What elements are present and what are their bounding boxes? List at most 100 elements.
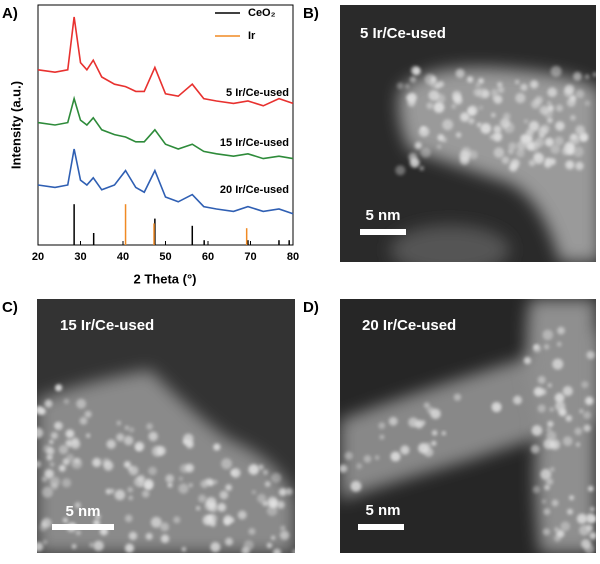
atom-spot: [49, 476, 60, 487]
x-tick-label: 40: [117, 251, 129, 263]
atom-spot: [182, 439, 189, 445]
atom-spot: [575, 442, 581, 447]
atom-spot: [65, 439, 73, 448]
atom-spot: [549, 467, 555, 472]
xrd-curve: [37, 148, 294, 215]
atom-spot: [418, 442, 429, 454]
atom-spot: [58, 464, 66, 472]
atom-spot: [89, 542, 94, 548]
atom-spot: [276, 500, 285, 509]
atom-spot: [555, 121, 565, 131]
image-title: 20 Ir/Ce-used: [362, 317, 456, 334]
atom-spot: [141, 490, 150, 498]
atom-spot: [404, 84, 410, 89]
atom-spot: [509, 163, 518, 172]
atom-spot: [213, 443, 221, 451]
atom-spot: [208, 516, 213, 521]
atom-spot: [508, 142, 517, 151]
atom-spot: [219, 490, 229, 500]
atom-spot: [537, 404, 546, 413]
atom-spot: [587, 485, 594, 492]
atom-spot: [124, 514, 133, 523]
panel-label: B): [303, 5, 319, 22]
atom-spot: [412, 67, 421, 76]
atom-spot: [150, 516, 162, 528]
atom-spot: [251, 490, 256, 495]
atom-spot: [62, 517, 68, 523]
x-tick-label: 60: [202, 251, 214, 263]
atom-spot: [531, 425, 543, 436]
atom-spot: [493, 147, 505, 158]
particle-region: [526, 299, 596, 553]
atom-spot: [151, 445, 163, 457]
atom-spot: [135, 444, 142, 451]
atom-spot: [165, 474, 174, 483]
scale-bar-label: 5 nm: [365, 502, 400, 519]
atom-spot: [42, 486, 53, 498]
atom-spot: [421, 126, 426, 131]
atom-spot: [556, 341, 562, 347]
panel-label: A): [2, 5, 18, 22]
atom-spot: [75, 530, 81, 536]
particle-region: [390, 225, 510, 262]
atom-spot: [123, 461, 131, 469]
atom-spot: [278, 488, 287, 496]
atom-spot: [269, 499, 278, 509]
atom-spot: [58, 444, 69, 455]
atom-spot: [575, 161, 584, 171]
atom-spot: [547, 420, 554, 428]
atom-spot: [513, 395, 522, 405]
atom-spot: [262, 469, 269, 475]
atom-spot: [44, 399, 53, 408]
atom-spot: [528, 159, 536, 167]
atom-spot: [49, 439, 54, 445]
atom-spot: [148, 466, 157, 476]
atom-spot: [426, 406, 435, 414]
atom-spot: [542, 528, 551, 536]
atom-spot: [589, 506, 595, 512]
atom-spot: [248, 464, 260, 475]
atom-spot: [525, 141, 535, 151]
atom-spot: [279, 530, 290, 541]
atom-spot: [569, 495, 575, 501]
atom-spot: [229, 518, 235, 523]
atom-spot: [497, 86, 505, 94]
atom-spot: [533, 344, 539, 350]
atom-spot: [74, 458, 80, 464]
atom-spot: [547, 87, 558, 98]
atom-spot: [547, 101, 552, 106]
atom-spot: [167, 482, 173, 488]
panel-label: C): [2, 299, 18, 316]
atom-spot: [534, 137, 545, 148]
atom-spot: [589, 531, 596, 540]
atom-spot: [550, 144, 561, 154]
atom-spot: [65, 429, 75, 439]
atom-spot: [564, 84, 575, 95]
atom-spot: [592, 72, 596, 77]
atom-spot: [356, 463, 363, 470]
atom-spot: [516, 140, 527, 151]
atom-spot: [221, 458, 233, 470]
atom-spot: [340, 464, 348, 473]
image-title: 5 Ir/Ce-used: [360, 25, 446, 42]
atom-spot: [515, 148, 525, 158]
atom-spot: [264, 501, 269, 506]
atom-spot: [544, 160, 552, 168]
atom-spot: [476, 122, 482, 128]
atom-spot: [554, 136, 564, 146]
atom-spot: [292, 549, 295, 553]
atom-spot: [491, 401, 502, 412]
atom-spot: [530, 444, 540, 454]
atom-spot: [76, 398, 87, 409]
atom-spot: [546, 478, 554, 486]
atom-spot: [541, 499, 547, 504]
atom-spot: [116, 420, 122, 426]
y-axis-title: Intensity (a.u.): [8, 81, 23, 169]
atom-spot: [433, 101, 445, 113]
scale-bar-label: 5 nm: [65, 503, 100, 520]
atom-spot: [405, 95, 412, 101]
atom-spot: [363, 455, 372, 463]
atom-spot: [558, 408, 567, 417]
atom-spot: [50, 431, 59, 440]
atom-spot: [581, 381, 589, 389]
